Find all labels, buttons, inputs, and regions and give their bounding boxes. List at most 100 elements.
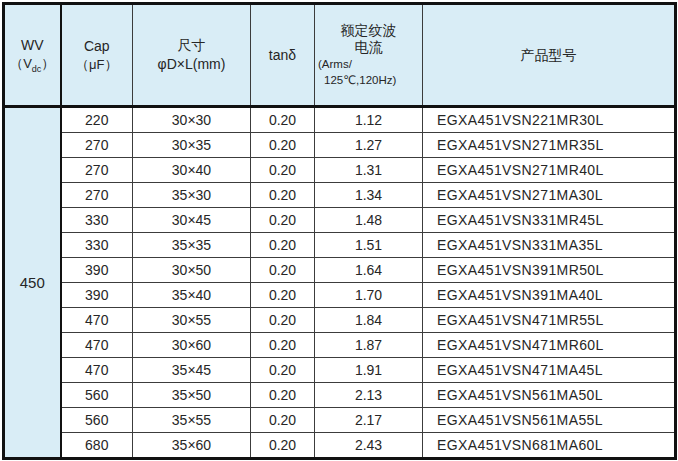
cell-size: 35×55 (133, 408, 251, 433)
cell-size: 30×55 (133, 308, 251, 333)
header-tand-title: tanδ (269, 47, 296, 63)
datasheet-page: WV （Vdc） Cap （μF） 尺寸 φD×L(mm) tanδ 额定纹波 … (0, 0, 678, 461)
cell-size: 30×35 (133, 133, 251, 158)
cell-model: EGXA451VSN471MR60L (423, 333, 676, 358)
table-row: 45022030×300.201.12EGXA451VSN221MR30L (4, 107, 676, 133)
cell-tand: 0.20 (251, 133, 315, 158)
header-ripple-unit-line2: 125℃,120Hz) (315, 73, 422, 89)
table-row: 39030×500.201.64EGXA451VSN391MR50L (4, 258, 676, 283)
table-row: 27035×300.201.34EGXA451VSN271MA30L (4, 183, 676, 208)
cell-size: 30×50 (133, 258, 251, 283)
table-row: 27030×350.201.27EGXA451VSN271MR35L (4, 133, 676, 158)
table-row: 68035×600.202.43EGXA451VSN681MA60L (4, 433, 676, 459)
cell-tand: 0.20 (251, 358, 315, 383)
cell-model: EGXA451VSN391MA40L (423, 283, 676, 308)
table-row: 56035×550.202.17EGXA451VSN561MA55L (4, 408, 676, 433)
header-tand: tanδ (251, 4, 315, 107)
cell-model: EGXA451VSN271MR35L (423, 133, 676, 158)
header-row: WV （Vdc） Cap （μF） 尺寸 φD×L(mm) tanδ 额定纹波 … (4, 4, 676, 107)
cell-tand: 0.20 (251, 107, 315, 133)
cell-tand: 0.20 (251, 333, 315, 358)
cell-model: EGXA451VSN271MR40L (423, 158, 676, 183)
table-row: 47030×600.201.87EGXA451VSN471MR60L (4, 333, 676, 358)
header-model: 产品型号 (423, 4, 676, 107)
table-row: 56035×500.202.13EGXA451VSN561MA50L (4, 383, 676, 408)
cell-model: EGXA451VSN391MR50L (423, 258, 676, 283)
cell-model: EGXA451VSN331MR45L (423, 208, 676, 233)
cell-size: 35×60 (133, 433, 251, 459)
cell-cap: 560 (61, 408, 133, 433)
header-size-title: 尺寸 (133, 36, 250, 55)
header-wv-unit: （Vdc） (5, 55, 60, 75)
cell-model: EGXA451VSN331MA35L (423, 233, 676, 258)
capacitor-spec-table: WV （Vdc） Cap （μF） 尺寸 φD×L(mm) tanδ 额定纹波 … (2, 2, 677, 460)
wv-value-cell: 450 (4, 107, 61, 459)
table-row: 47030×550.201.84EGXA451VSN471MR55L (4, 308, 676, 333)
cell-cap: 270 (61, 158, 133, 183)
cell-model: EGXA451VSN561MA55L (423, 408, 676, 433)
cell-cap: 330 (61, 233, 133, 258)
cell-cap: 470 (61, 308, 133, 333)
header-ripple-current: 额定纹波 电流 (Arms/ 125℃,120Hz) (315, 4, 423, 107)
cell-model: EGXA451VSN471MR55L (423, 308, 676, 333)
cell-cap: 220 (61, 107, 133, 133)
cell-tand: 0.20 (251, 433, 315, 459)
cell-size: 35×40 (133, 283, 251, 308)
cell-tand: 0.20 (251, 183, 315, 208)
table-row: 33030×450.201.48EGXA451VSN331MR45L (4, 208, 676, 233)
table-row: 39035×400.201.70EGXA451VSN391MA40L (4, 283, 676, 308)
header-cap: Cap （μF） (61, 4, 133, 107)
cell-model: EGXA451VSN561MA50L (423, 383, 676, 408)
cell-cap: 390 (61, 283, 133, 308)
cell-tand: 0.20 (251, 408, 315, 433)
cell-size: 30×30 (133, 107, 251, 133)
cell-cap: 270 (61, 183, 133, 208)
cell-ripple: 2.17 (315, 408, 423, 433)
cell-size: 35×30 (133, 183, 251, 208)
cell-size: 30×45 (133, 208, 251, 233)
header-size-unit: φD×L(mm) (133, 55, 250, 74)
header-ripple-unit-line1: (Arms/ (315, 57, 422, 73)
cell-size: 35×45 (133, 358, 251, 383)
table-row: 47035×450.201.91EGXA451VSN471MA45L (4, 358, 676, 383)
cell-cap: 680 (61, 433, 133, 459)
table-header: WV （Vdc） Cap （μF） 尺寸 φD×L(mm) tanδ 额定纹波 … (4, 4, 676, 107)
cell-size: 30×60 (133, 333, 251, 358)
header-cap-unit: （μF） (62, 56, 133, 74)
cell-ripple: 1.87 (315, 333, 423, 358)
header-ripple-title-line1: 额定纹波 (315, 22, 422, 40)
header-size: 尺寸 φD×L(mm) (133, 4, 251, 107)
cell-ripple: 1.48 (315, 208, 423, 233)
header-wv: WV （Vdc） (4, 4, 61, 107)
cell-tand: 0.20 (251, 308, 315, 333)
cell-ripple: 1.64 (315, 258, 423, 283)
table-body: 45022030×300.201.12EGXA451VSN221MR30L270… (4, 107, 676, 459)
header-model-title: 产品型号 (521, 47, 577, 63)
cell-ripple: 2.43 (315, 433, 423, 459)
cell-cap: 470 (61, 333, 133, 358)
cell-size: 35×50 (133, 383, 251, 408)
cell-model: EGXA451VSN471MA45L (423, 358, 676, 383)
cell-tand: 0.20 (251, 208, 315, 233)
cell-model: EGXA451VSN681MA60L (423, 433, 676, 459)
header-cap-title: Cap (62, 37, 133, 56)
cell-ripple: 1.34 (315, 183, 423, 208)
cell-ripple: 1.51 (315, 233, 423, 258)
cell-ripple: 1.12 (315, 107, 423, 133)
cell-tand: 0.20 (251, 383, 315, 408)
cell-cap: 390 (61, 258, 133, 283)
cell-cap: 470 (61, 358, 133, 383)
cell-cap: 270 (61, 133, 133, 158)
cell-tand: 0.20 (251, 258, 315, 283)
cell-ripple: 1.27 (315, 133, 423, 158)
table-row: 27030×400.201.31EGXA451VSN271MR40L (4, 158, 676, 183)
cell-ripple: 1.31 (315, 158, 423, 183)
cell-size: 30×40 (133, 158, 251, 183)
cell-ripple: 1.70 (315, 283, 423, 308)
cell-ripple: 1.91 (315, 358, 423, 383)
cell-size: 35×35 (133, 233, 251, 258)
cell-model: EGXA451VSN271MA30L (423, 183, 676, 208)
header-ripple-title-line2: 电流 (315, 39, 422, 57)
cell-tand: 0.20 (251, 233, 315, 258)
cell-model: EGXA451VSN221MR30L (423, 107, 676, 133)
